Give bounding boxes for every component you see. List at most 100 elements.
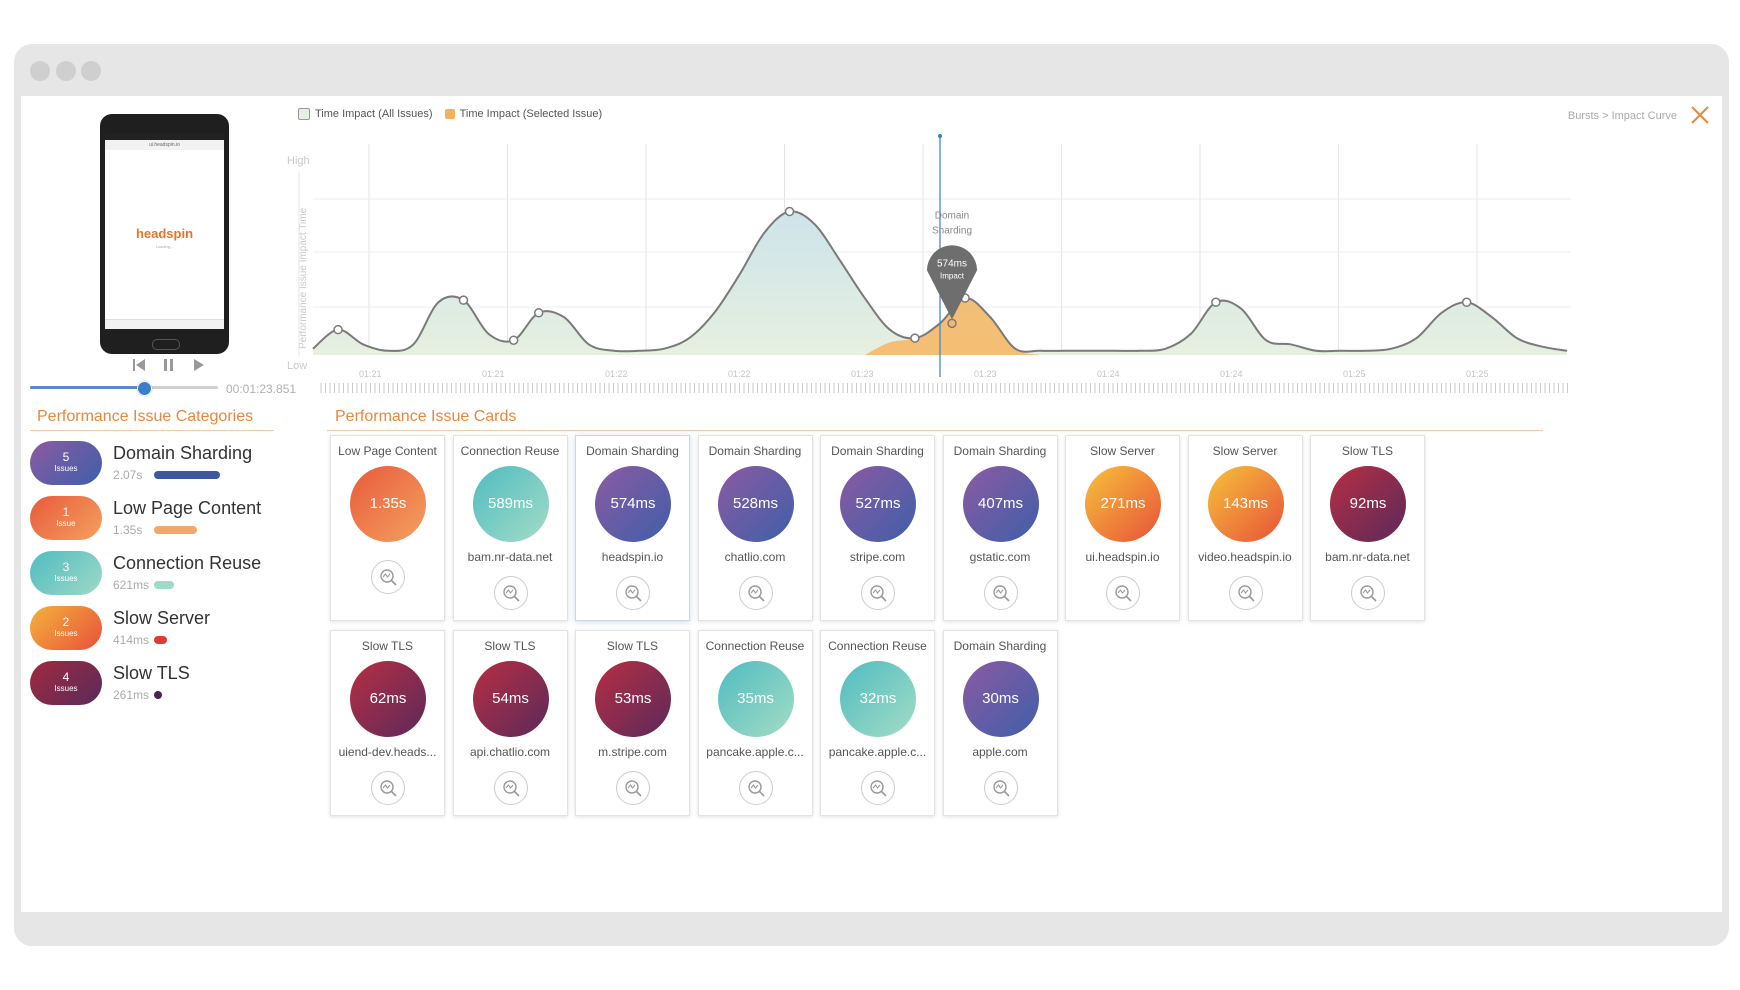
issue-card[interactable]: Domain Sharding 527ms stripe.com	[820, 435, 935, 621]
card-impact-value: 32ms	[859, 690, 897, 707]
card-zoom-button[interactable]	[1106, 576, 1140, 610]
card-zoom-button[interactable]	[1228, 576, 1263, 610]
legend-all-issues[interactable]: Time Impact (All Issues)	[298, 108, 433, 120]
legend-all-label: Time Impact (All Issues)	[315, 108, 433, 120]
y-axis-title: Performance Issue Impact Time	[298, 207, 309, 349]
category-count: 1	[62, 505, 70, 519]
device-screen: ui.headspin.io headspin Loading...	[105, 134, 224, 329]
card-zoom-button[interactable]	[983, 771, 1018, 805]
impact-pin[interactable]	[927, 245, 977, 320]
zoom-chart-icon	[992, 780, 1010, 797]
category-item[interactable]: 3 Issues Connection Reuse 621ms	[30, 551, 280, 597]
card-zoom-button[interactable]	[493, 576, 528, 610]
window-close-dot[interactable]	[30, 61, 50, 81]
skip-back-button[interactable]	[129, 356, 149, 374]
card-title: Slow Server	[1090, 444, 1155, 458]
x-axis-time-label: 01:25	[1466, 369, 1489, 379]
issue-card[interactable]: Slow TLS 54ms api.chatlio.com	[452, 630, 568, 816]
issue-card[interactable]: Low Page Content 1.35s	[330, 435, 445, 621]
pin-subtitle: Impact	[940, 271, 965, 280]
category-item[interactable]: 1 Issue Low Page Content 1.35s	[30, 496, 280, 542]
card-title: Connection Reuse	[705, 639, 805, 653]
selected-point[interactable]	[947, 318, 957, 329]
card-zoom-button[interactable]	[493, 771, 528, 805]
chart-point[interactable]	[333, 324, 343, 335]
card-zoom-button[interactable]	[1351, 576, 1385, 610]
chart-point[interactable]	[458, 295, 469, 305]
card-title: Connection Reuse	[460, 444, 560, 458]
zoom-chart-icon	[870, 780, 887, 797]
issue-card[interactable]: Slow TLS 53ms m.stripe.com	[575, 630, 690, 816]
zoom-chart-icon	[625, 585, 642, 602]
card-title: Slow TLS	[1341, 444, 1394, 458]
x-axis-time-label: 01:21	[482, 369, 505, 379]
selected-time-handle[interactable]	[938, 134, 942, 138]
x-axis-time-label: 01:22	[728, 369, 751, 379]
x-axis-time-label: 01:24	[1097, 369, 1120, 379]
impact-curve-chart[interactable]: High Low Performance Issue Impact Time 574m…	[281, 124, 1571, 394]
category-item[interactable]: 4 Issues Slow TLS 261ms	[30, 661, 280, 707]
window-maximize-dot[interactable]	[81, 61, 101, 81]
chart-point[interactable]	[533, 308, 544, 318]
issue-card[interactable]: Connection Reuse 589ms bam.nr-data.net	[452, 435, 568, 621]
issue-card[interactable]: Slow Server 271ms ui.headspin.io	[1065, 435, 1180, 621]
category-item[interactable]: 2 Issues Slow Server 414ms	[30, 606, 280, 652]
card-zoom-button[interactable]	[371, 771, 405, 805]
scrubber-handle[interactable]	[136, 381, 152, 396]
issue-card[interactable]: Domain Sharding 528ms chatlio.com	[697, 435, 813, 621]
chart-point[interactable]	[508, 335, 519, 345]
app-content: ui.headspin.io headspin Loading... 00:01…	[21, 96, 1722, 912]
issue-card[interactable]: Connection Reuse 35ms pancake.apple.c...	[697, 630, 813, 816]
card-impact-circle: 589ms	[472, 466, 549, 542]
window-minimize-dot[interactable]	[56, 61, 76, 81]
card-title: Connection Reuse	[828, 639, 927, 653]
chart-point[interactable]	[910, 333, 920, 343]
card-zoom-button[interactable]	[371, 560, 405, 594]
card-host: apple.com	[972, 745, 1028, 759]
category-count-pill: 4 Issues	[30, 661, 102, 705]
issue-card[interactable]: Domain Sharding 574ms headspin.io	[575, 435, 690, 621]
card-impact-value: 35ms	[737, 690, 774, 707]
card-impact-value: 528ms	[732, 495, 779, 512]
zoom-chart-icon	[380, 569, 397, 586]
card-impact-value: 1.35s	[369, 495, 407, 512]
issue-card[interactable]: Connection Reuse 32ms pancake.apple.c...	[820, 630, 935, 816]
issue-card[interactable]: Slow TLS 92ms bam.nr-data.net	[1310, 435, 1425, 621]
card-zoom-button[interactable]	[983, 576, 1018, 610]
issue-card[interactable]: Slow TLS 62ms uiend-dev.heads...	[330, 630, 445, 816]
breadcrumb[interactable]: Bursts > Impact Curve	[1567, 110, 1677, 122]
close-button[interactable]	[1688, 103, 1712, 127]
card-zoom-button[interactable]	[738, 576, 773, 610]
legend-all-swatch	[298, 108, 310, 120]
category-count-unit: Issues	[54, 574, 78, 583]
card-zoom-button[interactable]	[616, 771, 650, 805]
browser-window: ui.headspin.io headspin Loading... 00:01…	[14, 44, 1729, 946]
card-zoom-button[interactable]	[738, 771, 773, 805]
category-item[interactable]: 5 Issues Domain Sharding 2.07s	[30, 441, 280, 487]
issue-card[interactable]: Slow Server 143ms video.headspin.io	[1187, 435, 1303, 621]
issue-card[interactable]: Domain Sharding 30ms apple.com	[942, 630, 1058, 816]
category-count: 5	[62, 450, 70, 464]
category-bar	[154, 471, 220, 479]
issue-card[interactable]: Domain Sharding 407ms gstatic.com	[942, 435, 1058, 621]
skip-back-icon	[133, 359, 145, 371]
chart-point[interactable]	[784, 206, 795, 217]
card-impact-circle: 407ms	[962, 466, 1039, 542]
card-zoom-button[interactable]	[861, 576, 895, 610]
chart-point[interactable]	[1461, 297, 1472, 307]
category-count-pill: 2 Issues	[30, 606, 102, 650]
category-name: Slow TLS	[113, 663, 190, 683]
timeline-scrubber[interactable]	[30, 381, 218, 396]
legend-selected-issue[interactable]: Time Impact (Selected Issue)	[444, 108, 602, 120]
card-impact-value: 271ms	[1100, 495, 1146, 512]
chart-point[interactable]	[1211, 297, 1221, 307]
pause-button[interactable]	[159, 356, 179, 374]
card-zoom-button[interactable]	[861, 771, 895, 805]
play-button[interactable]	[189, 356, 209, 374]
card-host: bam.nr-data.net	[467, 550, 553, 564]
category-bar	[154, 691, 162, 699]
category-time: 1.35s	[113, 523, 143, 537]
device-loading-text: Loading...	[155, 244, 174, 249]
card-zoom-button[interactable]	[616, 576, 650, 610]
card-host: gstatic.com	[969, 550, 1031, 564]
